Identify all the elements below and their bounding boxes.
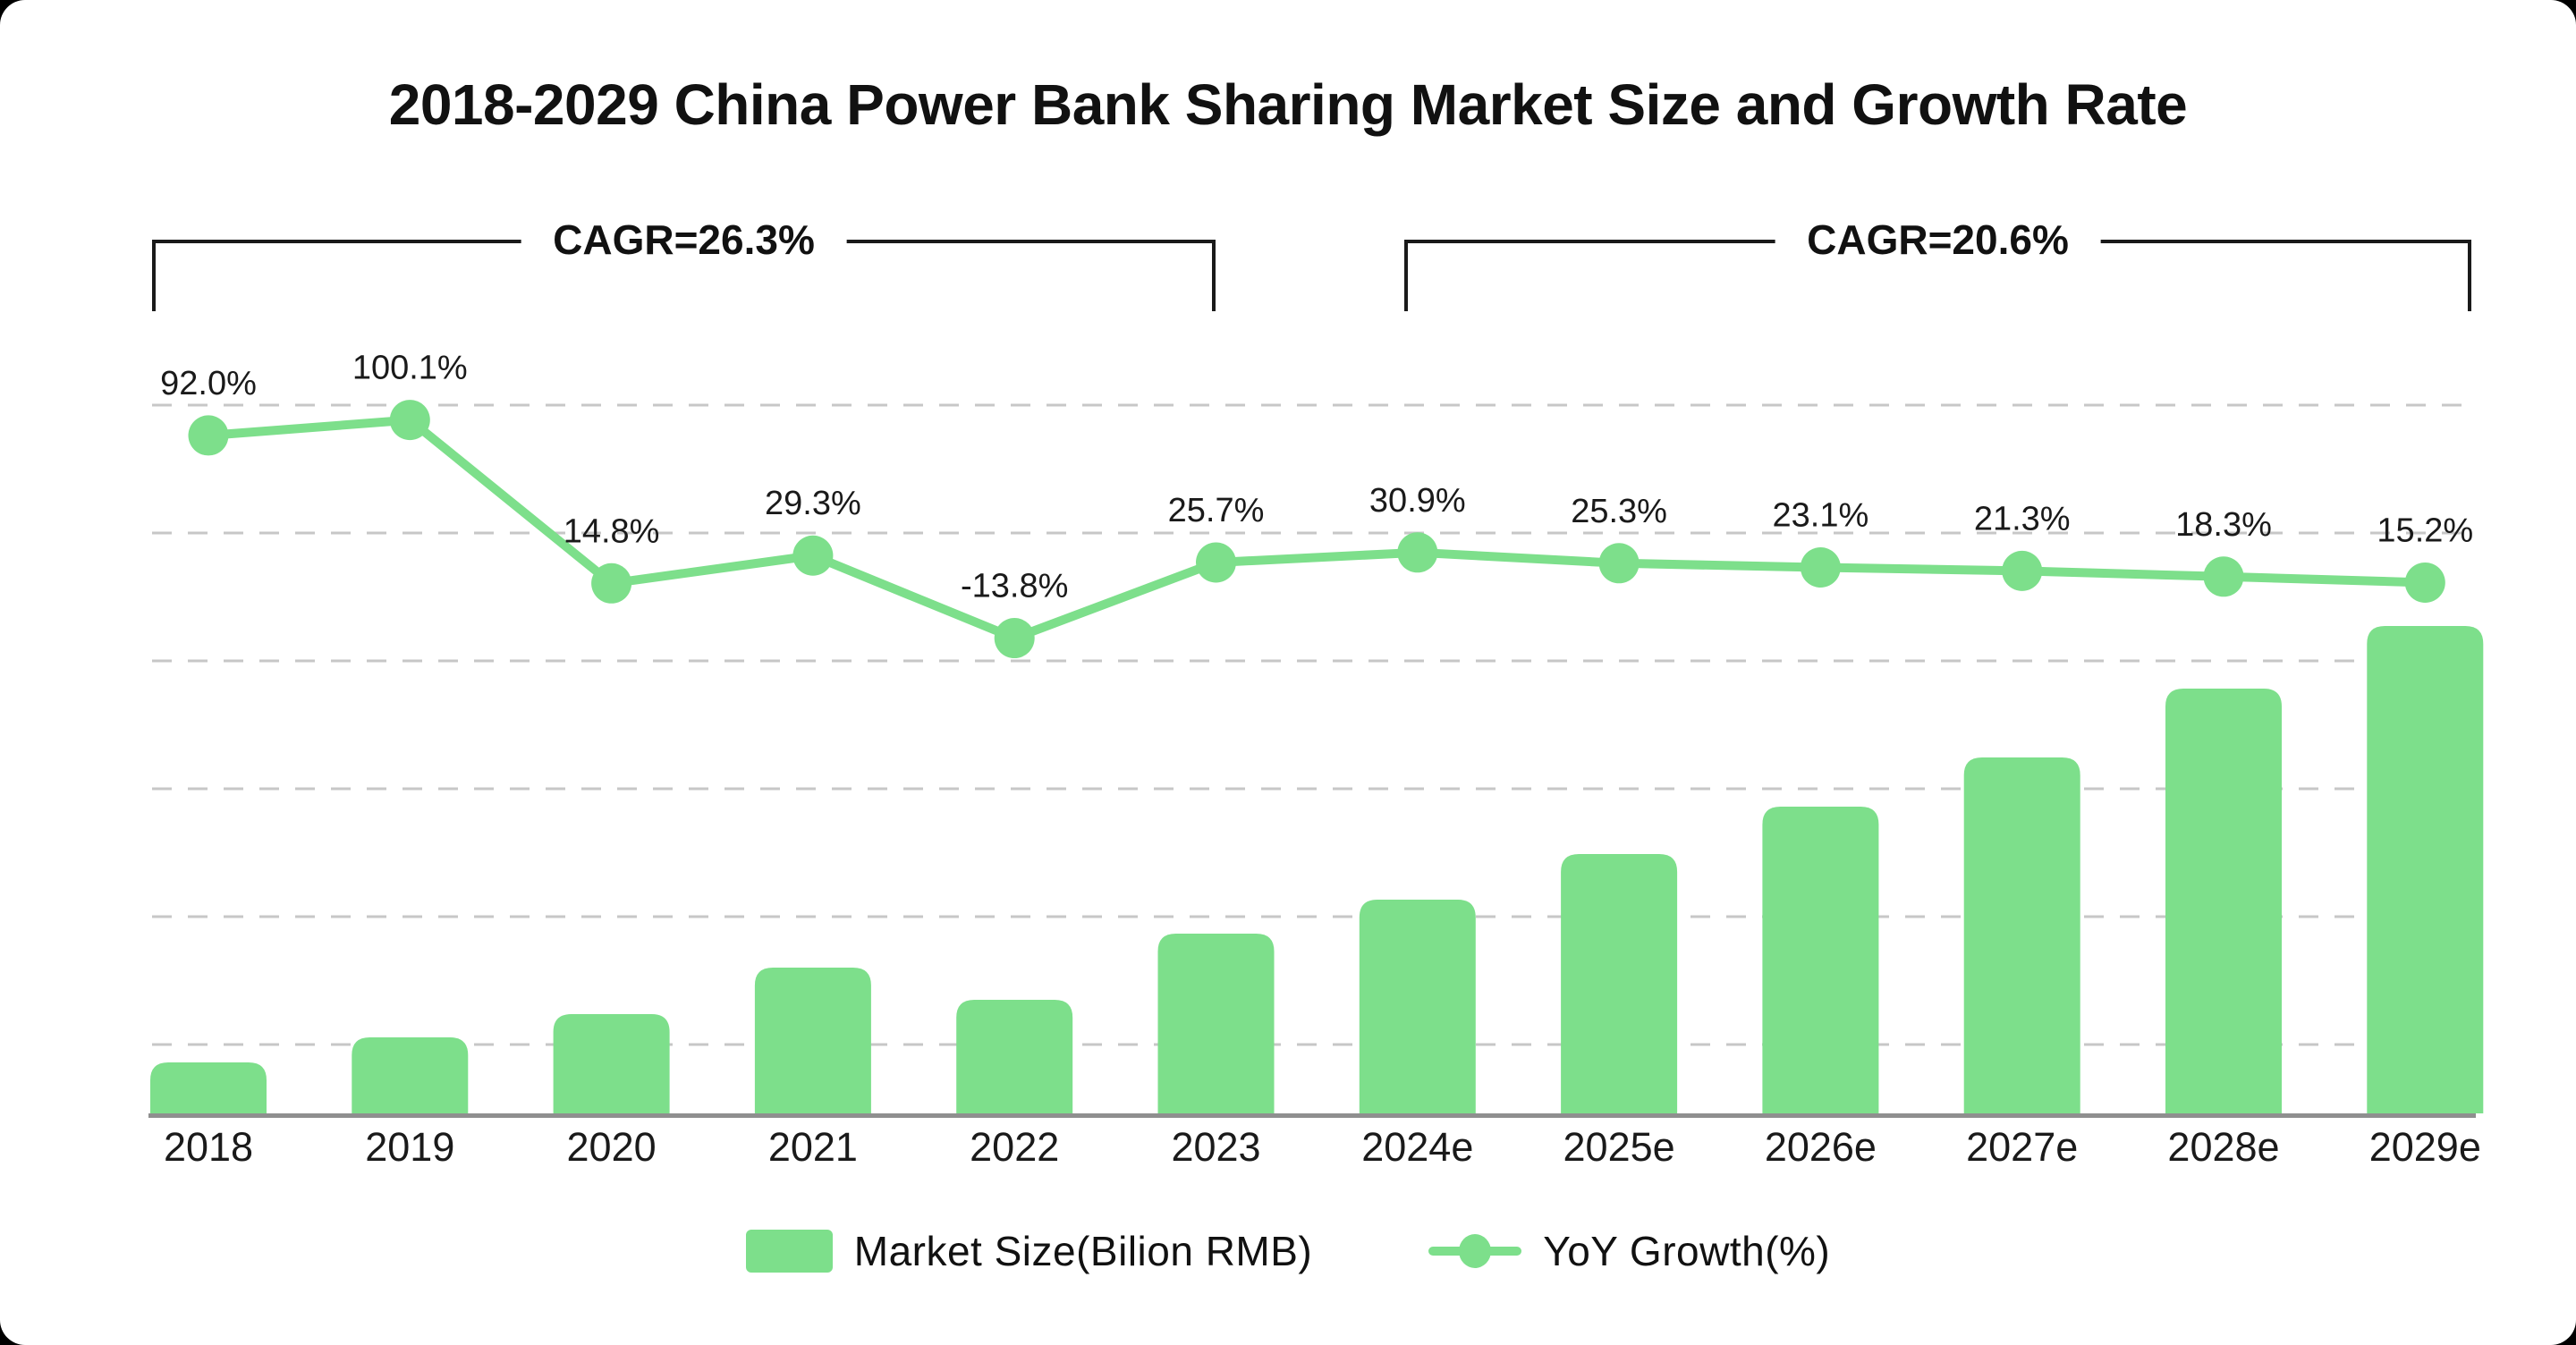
point-label-2019: 100.1%	[352, 350, 468, 387]
bar-2029e	[2367, 626, 2484, 1113]
x-label-2022: 2022	[970, 1124, 1059, 1170]
bar-2028e	[2165, 689, 2282, 1113]
x-label-2026e: 2026e	[1765, 1124, 1877, 1170]
bar-2022	[956, 1000, 1073, 1113]
point-2020	[591, 563, 632, 604]
bar-2018	[150, 1062, 267, 1113]
point-2023	[1196, 542, 1236, 583]
legend-item-yoy-growth: YoY Growth(%)	[1428, 1227, 1830, 1275]
x-label-2027e: 2027e	[1966, 1124, 2078, 1170]
point-label-2023: 25.7%	[1168, 492, 1265, 529]
line-marker-icon	[1428, 1234, 1522, 1268]
bar-swatch-icon	[745, 1230, 833, 1273]
chart-legend: Market Size(Bilion RMB) YoY Growth(%)	[0, 1227, 2576, 1275]
legend-label-yoy-growth: YoY Growth(%)	[1543, 1228, 1831, 1274]
bar-2024e	[1359, 900, 1476, 1113]
point-label-2020: 14.8%	[564, 512, 660, 550]
x-label-2018: 2018	[164, 1124, 253, 1170]
x-label-2023: 2023	[1171, 1124, 1260, 1170]
x-label-2019: 2019	[365, 1124, 454, 1170]
legend-item-market-size: Market Size(Bilion RMB)	[745, 1227, 1313, 1275]
bar-2025e	[1561, 854, 1678, 1113]
bracket-tick-icon	[2468, 240, 2471, 311]
point-2019	[389, 400, 430, 441]
bracket-tick-icon	[152, 240, 156, 311]
point-2029e	[2404, 562, 2445, 603]
bar-2021	[754, 968, 871, 1113]
bracket-tick-icon	[1404, 240, 1408, 311]
cagr-bracket-2018-2023: CAGR=26.3%	[152, 210, 1216, 315]
point-2022	[994, 618, 1035, 659]
cagr-bracket-2024-2029: CAGR=20.6%	[1404, 210, 2471, 315]
cagr-label-left: CAGR=26.3%	[521, 210, 847, 269]
bar-2023	[1157, 934, 1275, 1113]
point-label-2026e: 23.1%	[1773, 497, 1869, 535]
point-label-2025e: 25.3%	[1571, 493, 1667, 530]
legend-label-market-size: Market Size(Bilion RMB)	[853, 1228, 1313, 1274]
point-2027e	[2002, 550, 2043, 591]
bar-2026e	[1762, 807, 1879, 1113]
point-label-2022: -13.8%	[961, 568, 1068, 605]
point-2026e	[1800, 547, 1841, 588]
point-label-2027e: 21.3%	[1974, 500, 2071, 537]
x-label-2028e: 2028e	[2167, 1124, 2279, 1170]
point-label-2021: 29.3%	[765, 485, 861, 522]
point-2028e	[2203, 556, 2244, 597]
point-2018	[188, 415, 229, 456]
line-dot-icon	[1459, 1234, 1492, 1268]
yoy-growth-line	[204, 415, 2430, 643]
point-label-2018: 92.0%	[160, 365, 257, 402]
x-label-2024e: 2024e	[1361, 1124, 1473, 1170]
point-label-2028e: 18.3%	[2175, 506, 2272, 544]
chart-title: 2018-2029 China Power Bank Sharing Marke…	[388, 72, 2188, 137]
point-label-2029e: 15.2%	[2377, 512, 2473, 549]
x-label-2029e: 2029e	[2369, 1124, 2481, 1170]
bar-2019	[352, 1037, 469, 1113]
x-label-2020: 2020	[567, 1124, 657, 1170]
x-label-2025e: 2025e	[1563, 1124, 1675, 1170]
point-2024e	[1397, 532, 1438, 573]
cagr-label-right: CAGR=20.6%	[1775, 210, 2101, 269]
point-2021	[792, 535, 834, 576]
x-label-2021: 2021	[768, 1124, 858, 1170]
bracket-tick-icon	[1212, 240, 1216, 311]
bar-2027e	[1963, 757, 2080, 1113]
point-label-2024e: 30.9%	[1369, 482, 1466, 520]
bar-2020	[553, 1014, 670, 1113]
point-2025e	[1598, 543, 1640, 584]
